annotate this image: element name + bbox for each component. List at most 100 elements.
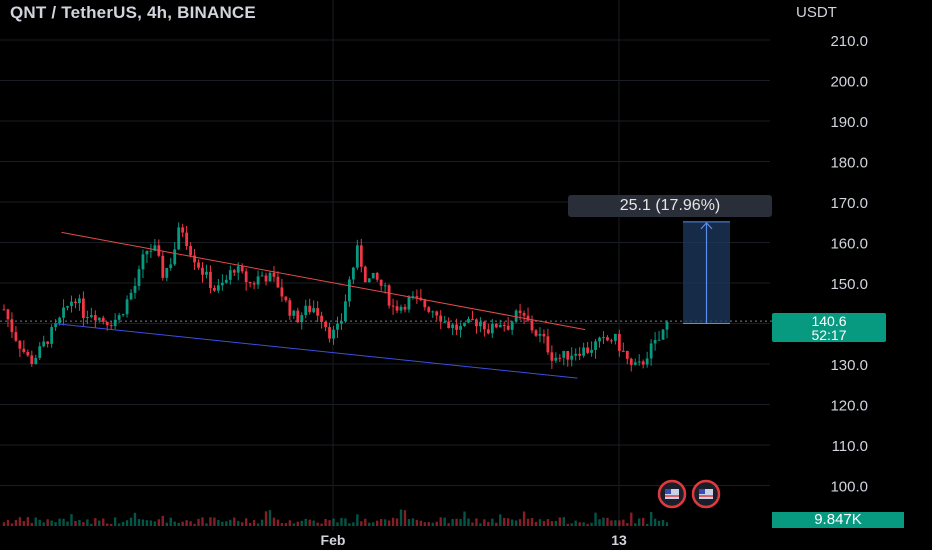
candle-body: [328, 327, 331, 339]
volume-bar: [197, 518, 200, 526]
candle-body: [93, 315, 97, 321]
volume-bar: [137, 519, 141, 526]
volume-bar: [427, 522, 430, 526]
volume-bar: [451, 519, 454, 526]
flag-canton: [665, 489, 671, 494]
volume-bar: [288, 520, 292, 526]
candle-body: [46, 341, 50, 344]
candle-body: [550, 352, 554, 361]
candle-body: [510, 321, 514, 330]
volume-bar: [626, 523, 629, 526]
volume-bar: [550, 521, 554, 526]
volume-badge: 9.847K: [772, 512, 904, 528]
volume-bar: [300, 520, 303, 526]
candle-body: [574, 353, 578, 356]
volume-bar: [455, 518, 458, 526]
candle-body: [232, 270, 236, 273]
candle-body: [538, 333, 542, 336]
candle-body: [129, 292, 133, 300]
volume-bar: [78, 519, 81, 526]
trendline-lower: [53, 323, 578, 379]
candle-body: [443, 321, 447, 323]
volume-bar: [661, 519, 665, 526]
volume-bar: [113, 517, 117, 526]
candle-body: [121, 314, 125, 316]
volume-bar: [225, 521, 228, 526]
candle-body: [312, 308, 316, 313]
candle-body: [177, 227, 181, 250]
measure-label: 25.1 (17.96%): [568, 195, 772, 217]
volume-bar: [360, 521, 363, 526]
volume-bar: [372, 522, 375, 526]
volume-bar: [383, 519, 387, 526]
flag-canton: [699, 489, 705, 494]
candle-body: [26, 352, 30, 356]
volume-bar: [463, 511, 466, 526]
volume-bar: [352, 522, 355, 526]
candle-body: [359, 245, 363, 267]
volume-bar: [439, 517, 442, 526]
candle-body: [379, 279, 383, 286]
price-tick-label: 180.0: [830, 155, 868, 172]
candle-body: [236, 266, 240, 273]
volume-bar: [42, 522, 45, 526]
candle-body: [300, 315, 304, 323]
candle-body: [125, 299, 129, 315]
volume-bar: [562, 517, 565, 526]
candle-body: [10, 319, 14, 333]
volume-bar: [356, 514, 359, 526]
candle-body: [240, 266, 244, 272]
volume-bar: [598, 519, 601, 526]
volume-bar: [213, 517, 216, 526]
candle-body: [304, 305, 308, 316]
volume-bar: [201, 517, 204, 526]
volume-bar: [514, 520, 518, 526]
candle-body: [78, 298, 81, 304]
candle-body: [193, 255, 196, 263]
volume-bar: [657, 520, 661, 526]
volume-bar: [98, 520, 101, 526]
volume-bar: [526, 518, 530, 526]
volume-bar: [403, 510, 407, 526]
volume-bar: [395, 518, 399, 526]
candle-body: [399, 306, 403, 311]
volume-bar: [471, 522, 474, 526]
volume-bar: [244, 518, 248, 526]
candle-body: [173, 249, 177, 265]
candle-body: [280, 287, 284, 297]
candle-body: [145, 251, 149, 255]
candle-body: [371, 272, 375, 279]
candle-body: [109, 325, 113, 327]
volume-bar: [149, 520, 153, 526]
candle-body: [18, 340, 22, 349]
candle-body: [213, 287, 216, 291]
candle-body: [665, 321, 669, 330]
candle-body: [546, 336, 550, 353]
candle-body: [189, 245, 192, 256]
candle-body: [161, 255, 165, 278]
volume-bar: [574, 520, 577, 526]
candle-body: [209, 271, 212, 288]
volume-bar: [558, 517, 562, 526]
time-tick-label: 13: [611, 532, 627, 548]
candle-body: [661, 329, 665, 340]
candle-body: [383, 285, 387, 287]
candle-body: [427, 307, 431, 312]
current-price-badge: 140.6 52:17: [772, 313, 886, 342]
volume-bar: [2, 522, 6, 526]
candle-body: [117, 315, 121, 320]
volume-bar: [368, 522, 371, 526]
volume-bar: [268, 510, 272, 526]
candle-body: [272, 272, 276, 277]
candle-body: [502, 325, 506, 327]
candle-body: [610, 340, 613, 342]
price-tick-label: 190.0: [830, 114, 868, 131]
candle-body: [2, 309, 6, 311]
volume-bar: [407, 519, 411, 526]
volume-bar: [276, 519, 280, 526]
candle-body: [411, 296, 415, 298]
candle-body: [435, 311, 439, 316]
candle-body: [637, 361, 641, 363]
